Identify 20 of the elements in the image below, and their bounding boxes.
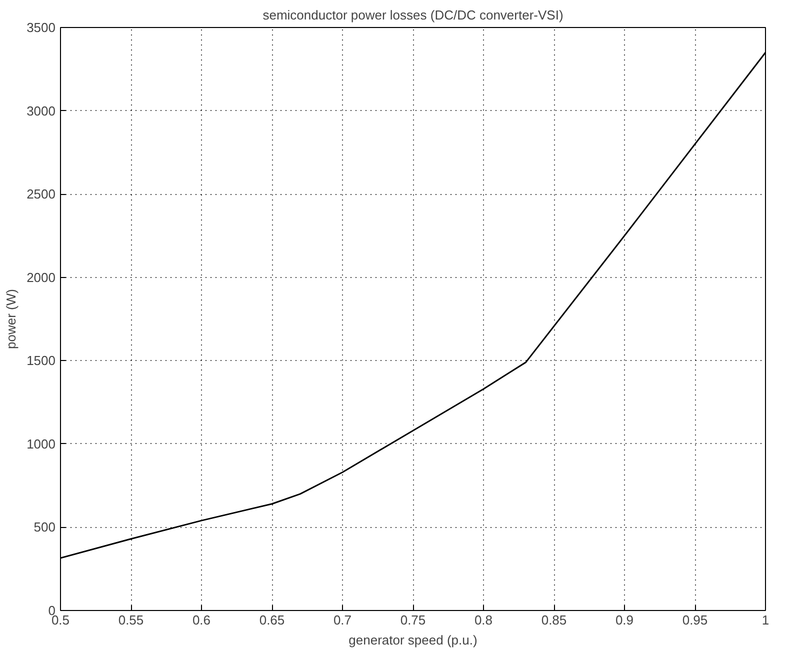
x-tick-label: 0.8 — [474, 612, 493, 628]
y-tick-label: 3000 — [26, 103, 56, 118]
y-tick-label: 2500 — [26, 186, 56, 202]
x-tick-label: 0.85 — [541, 612, 567, 628]
x-tick-label: 0.7 — [333, 612, 352, 628]
x-tick-label: 0.55 — [118, 612, 144, 628]
y-tick-label: 1000 — [26, 436, 56, 452]
x-tick-label: 0.95 — [682, 612, 708, 628]
x-tick-label: 1 — [762, 612, 770, 628]
chart-title: semiconductor power losses (DC/DC converter-VSI) — [262, 8, 564, 22]
y-tick-label: 3500 — [26, 20, 56, 35]
y-axis-title: power (W) — [4, 289, 19, 349]
x-tick-label: 0.75 — [400, 612, 426, 628]
x-tick-label: 0.6 — [192, 612, 211, 628]
y-tick-label: 1500 — [26, 353, 56, 368]
x-tick-label: 0.9 — [615, 612, 634, 628]
y-tick-label: 2000 — [26, 270, 56, 285]
x-tick-label: 0.65 — [259, 612, 285, 628]
y-tick-label: 500 — [34, 520, 56, 535]
x-axis-title: generator speed (p.u.) — [348, 632, 478, 648]
